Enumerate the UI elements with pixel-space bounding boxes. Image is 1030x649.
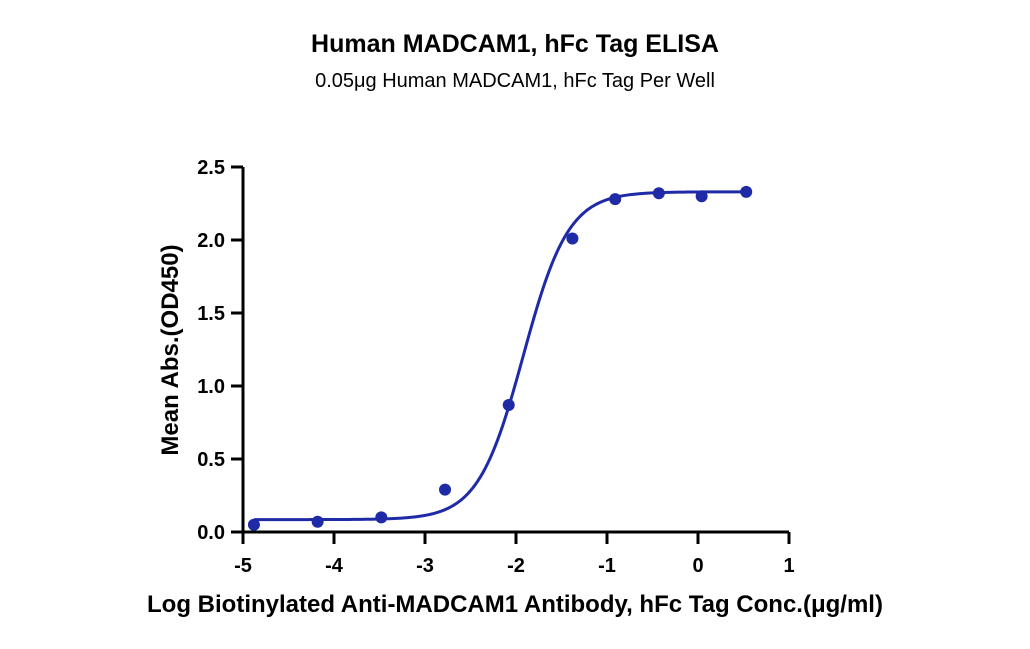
x-tick-label: -2	[507, 555, 525, 577]
data-point	[502, 398, 515, 411]
x-tick-label: -1	[598, 555, 616, 577]
data-point	[740, 185, 753, 198]
y-tick-label: 2.5	[197, 157, 225, 179]
data-point	[566, 232, 579, 245]
x-axis-title: Log Biotinylated Anti-MADCAM1 Antibody, …	[147, 591, 883, 618]
y-axis-title: Mean Abs.(OD450)	[157, 244, 184, 455]
data-point	[439, 483, 452, 496]
data-point	[247, 518, 260, 531]
data-points	[247, 185, 753, 531]
y-tick-label: 0.0	[197, 522, 225, 544]
ticks: -5 -4 -3 -2 -1 0 1 0.0 0.5 1.0 1.5 2.0 2.5	[197, 157, 794, 577]
axes	[241, 167, 789, 534]
fit-curve	[253, 190, 747, 522]
x-tick-label: -3	[416, 555, 434, 577]
data-point	[695, 190, 708, 203]
fit-curve-layer	[253, 190, 747, 522]
x-tick-label: -5	[234, 555, 252, 577]
x-tick-label: 1	[783, 555, 794, 577]
data-point	[652, 187, 665, 200]
data-point	[609, 193, 622, 206]
y-tick-label: 2.0	[197, 230, 225, 252]
y-tick-label: 1.5	[197, 303, 225, 325]
data-point	[311, 515, 324, 528]
data-point	[375, 511, 388, 524]
y-tick-label: 0.5	[197, 449, 225, 471]
x-tick-label: -4	[325, 555, 344, 577]
x-tick-label: 0	[692, 555, 703, 577]
chart-subtitle: 0.05μg Human MADCAM1, hFc Tag Per Well	[315, 70, 715, 92]
chart-title: Human MADCAM1, hFc Tag ELISA	[311, 30, 719, 58]
y-tick-label: 1.0	[197, 376, 225, 398]
